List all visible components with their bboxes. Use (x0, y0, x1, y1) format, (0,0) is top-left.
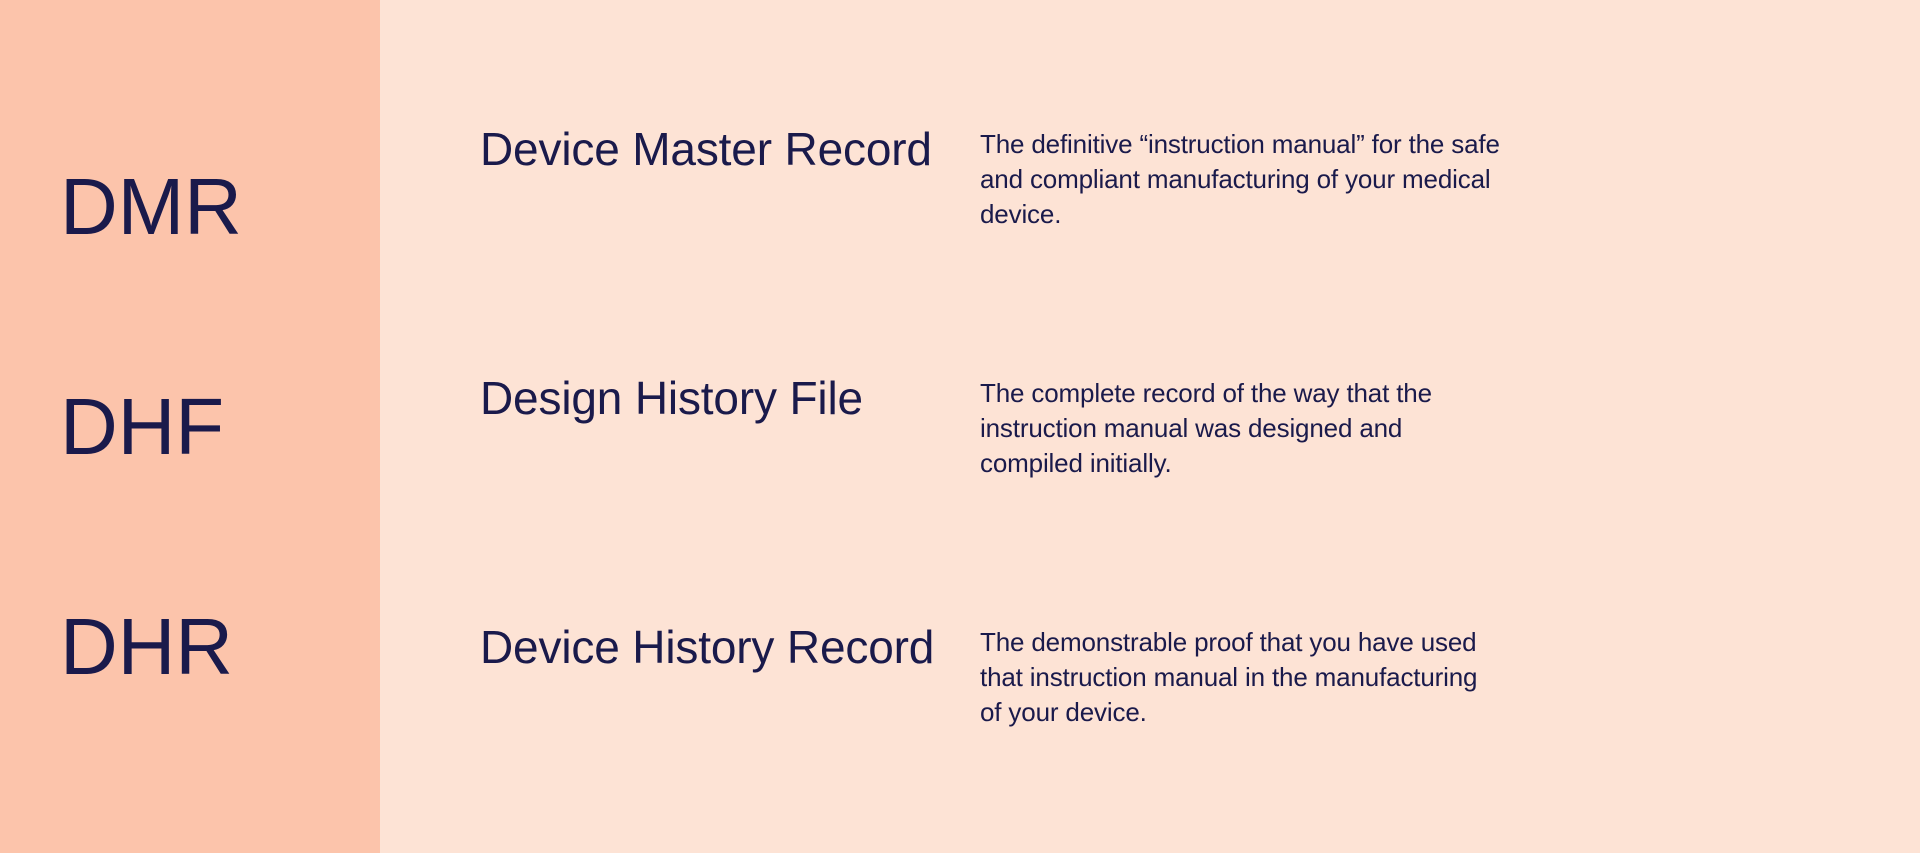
row-dmr: Device Master Record The definitive “ins… (480, 123, 1860, 232)
abbrev-dhr: DHR (60, 607, 380, 687)
fullname-dhf: Design History File (480, 372, 980, 425)
desc-dhr: The demonstrable proof that you have use… (980, 621, 1500, 730)
abbrev-column: DMR DHF DHR (0, 0, 380, 853)
fullname-dmr: Device Master Record (480, 123, 980, 176)
desc-dhf: The complete record of the way that the … (980, 372, 1500, 481)
detail-column: Device Master Record The definitive “ins… (380, 0, 1920, 853)
row-dhf: Design History File The complete record … (480, 372, 1860, 481)
abbrev-dmr: DMR (60, 167, 380, 247)
abbrev-dhf: DHF (60, 387, 380, 467)
fullname-dhr: Device History Record (480, 621, 980, 674)
infographic-container: DMR DHF DHR Device Master Record The def… (0, 0, 1920, 853)
desc-dmr: The definitive “instruction manual” for … (980, 123, 1500, 232)
row-dhr: Device History Record The demonstrable p… (480, 621, 1860, 730)
